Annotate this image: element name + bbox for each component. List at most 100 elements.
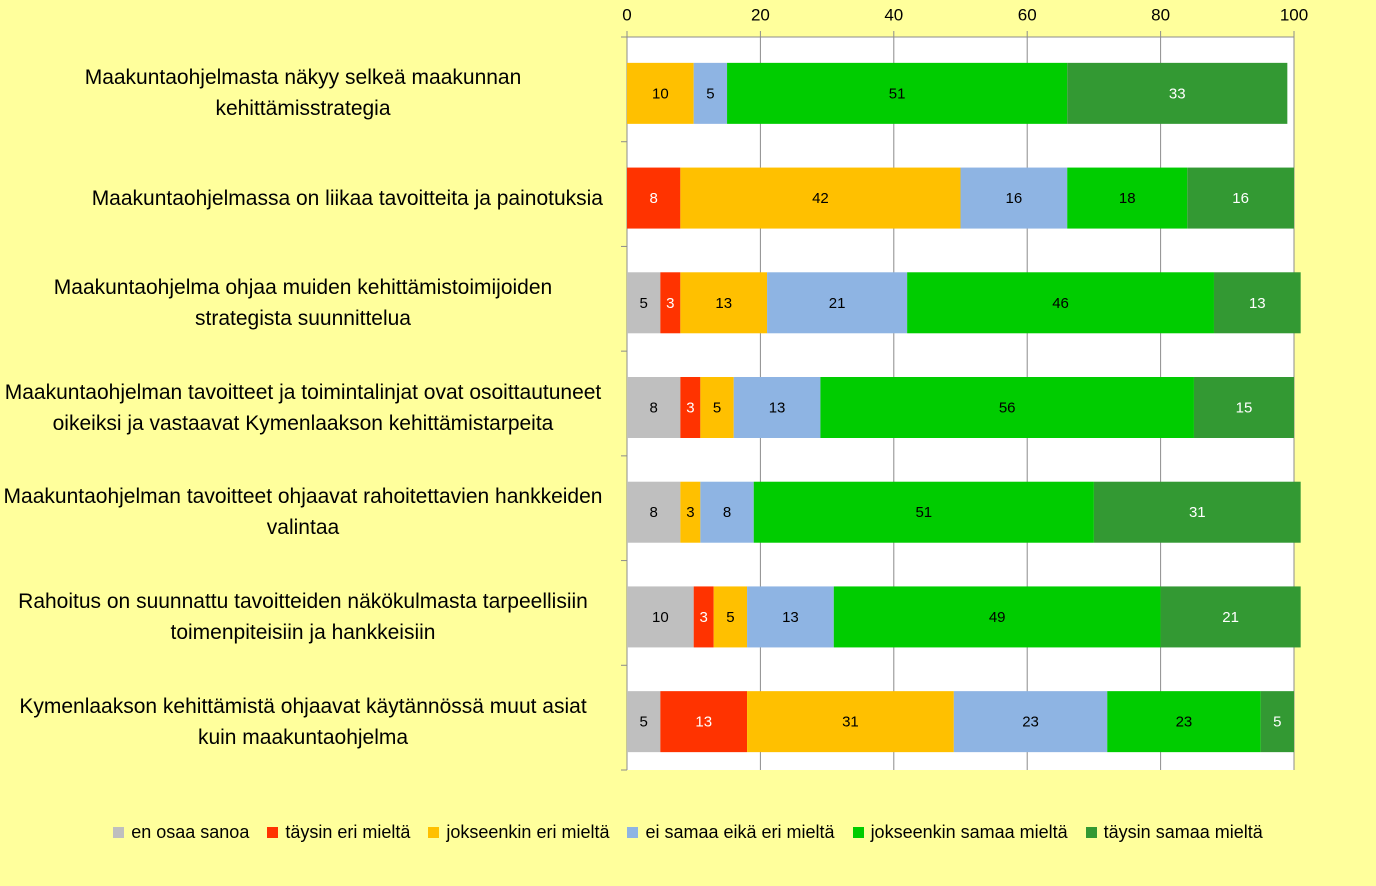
bar-segment bbox=[627, 586, 694, 648]
x-tick-label: 40 bbox=[884, 5, 903, 24]
data-label: 31 bbox=[1189, 504, 1206, 521]
data-label: 13 bbox=[715, 295, 732, 312]
data-label: 10 bbox=[652, 609, 669, 626]
data-label: 42 bbox=[812, 190, 829, 207]
bar-segment bbox=[660, 272, 681, 334]
bar-segment bbox=[680, 481, 701, 543]
legend-label: ei samaa eikä eri mieltä bbox=[645, 822, 835, 842]
data-label: 21 bbox=[1222, 609, 1239, 626]
category-label: Maakuntaohjelmassa on liikaa tavoitteita… bbox=[91, 186, 603, 210]
category-label-box: Kymenlaakson kehittämistä ohjaavat käytä… bbox=[3, 672, 603, 772]
legend: en osaa sanoa täysin eri mieltä jokseenkin… bbox=[0, 822, 1376, 843]
bar-segment bbox=[907, 272, 1214, 334]
bar-segment bbox=[747, 586, 834, 648]
category-label: Kymenlaakson kehittämistä ohjaavat käytä… bbox=[19, 694, 587, 749]
bar-segment bbox=[820, 377, 1194, 438]
category-label: Maakuntaohjelman tavoitteet ohjaavat rah… bbox=[3, 485, 603, 540]
bar-segment bbox=[747, 691, 954, 753]
legend-label: jokseenkin samaa mieltä bbox=[870, 822, 1068, 842]
data-label: 5 bbox=[713, 399, 721, 416]
bar-segment bbox=[733, 377, 821, 438]
bar-segment bbox=[693, 62, 728, 124]
bar-segment bbox=[627, 377, 681, 438]
x-tick-label: 0 bbox=[622, 5, 631, 24]
legend-swatch bbox=[428, 827, 440, 838]
data-label: 16 bbox=[1232, 190, 1249, 207]
bar-segment bbox=[680, 167, 961, 229]
category-label: Maakuntaohjelman tavoitteet ja toimintal… bbox=[4, 380, 602, 435]
data-label: 46 bbox=[1052, 295, 1069, 312]
data-label: 5 bbox=[726, 609, 734, 626]
bar-segment bbox=[1093, 481, 1301, 543]
x-tick-label: 20 bbox=[751, 5, 770, 24]
bar-segment bbox=[627, 62, 694, 124]
legend-item: ei samaa eikä eri mieltä bbox=[627, 822, 835, 843]
bar-segment bbox=[1187, 167, 1294, 229]
data-label: 5 bbox=[1273, 714, 1281, 731]
bar-segment bbox=[660, 691, 748, 753]
category-label-box: Maakuntaohjelma ohjaa muiden kehittämist… bbox=[3, 253, 603, 353]
bar-segment bbox=[680, 377, 701, 438]
legend-swatch bbox=[267, 827, 279, 838]
data-label: 21 bbox=[829, 295, 846, 312]
data-label: 49 bbox=[989, 609, 1006, 626]
bar-segment bbox=[713, 586, 748, 648]
data-label: 33 bbox=[1169, 85, 1186, 102]
data-label: 3 bbox=[666, 295, 674, 312]
data-label: 56 bbox=[999, 399, 1016, 416]
data-label: 13 bbox=[782, 609, 799, 626]
data-label: 5 bbox=[706, 85, 714, 102]
legend-item: jokseenkin eri mieltä bbox=[428, 822, 609, 843]
category-label: Rahoitus on suunnattu tavoitteiden näkök… bbox=[18, 589, 588, 644]
data-label: 18 bbox=[1119, 190, 1136, 207]
data-label: 3 bbox=[686, 504, 694, 521]
category-label-box: Maakuntaohjelmassa on liikaa tavoitteita… bbox=[3, 148, 603, 248]
bar-segment bbox=[833, 586, 1161, 648]
data-label: 10 bbox=[652, 85, 669, 102]
data-label: 51 bbox=[915, 504, 932, 521]
bar-segment bbox=[960, 167, 1068, 229]
data-label: 16 bbox=[1006, 190, 1023, 207]
category-label-box: Maakuntaohjelman tavoitteet ohjaavat rah… bbox=[3, 462, 603, 562]
bar-segment bbox=[700, 377, 734, 438]
data-label: 3 bbox=[700, 609, 708, 626]
legend-swatch bbox=[627, 827, 639, 838]
legend-label: jokseenkin eri mieltä bbox=[446, 822, 610, 842]
bar-segment bbox=[700, 481, 754, 543]
x-tick-label: 60 bbox=[1018, 5, 1037, 24]
bar-segment bbox=[753, 481, 1094, 543]
x-tick-label: 80 bbox=[1151, 5, 1170, 24]
data-label: 8 bbox=[650, 190, 658, 207]
legend-swatch bbox=[113, 827, 125, 838]
data-label: 8 bbox=[650, 399, 658, 416]
data-label: 23 bbox=[1022, 714, 1039, 731]
category-label-box: Maakuntaohjelman tavoitteet ja toimintal… bbox=[3, 358, 603, 458]
data-label: 13 bbox=[769, 399, 786, 416]
bar-segment bbox=[1067, 62, 1288, 124]
legend-swatch bbox=[1085, 827, 1097, 838]
data-label: 3 bbox=[686, 399, 694, 416]
bar-segment bbox=[1107, 691, 1261, 753]
bar-segment bbox=[1193, 377, 1294, 438]
x-tick-label: 100 bbox=[1280, 5, 1308, 24]
bar-segment bbox=[627, 691, 661, 753]
data-label: 5 bbox=[640, 295, 648, 312]
legend-label: täysin samaa mieltä bbox=[1103, 822, 1263, 842]
bar-segment bbox=[627, 167, 681, 229]
bar-segment bbox=[727, 62, 1068, 124]
legend-label: täysin eri mieltä bbox=[285, 822, 411, 842]
legend-item: en osaa sanoa bbox=[113, 822, 249, 843]
data-label: 8 bbox=[650, 504, 658, 521]
bar-segment bbox=[627, 481, 681, 543]
legend-item: täysin eri mieltä bbox=[267, 822, 410, 843]
data-label: 23 bbox=[1176, 714, 1193, 731]
legend-item: jokseenkin samaa mieltä bbox=[852, 822, 1068, 843]
category-label: Maakuntaohjelmasta näkyy selkeä maakunna… bbox=[84, 66, 522, 121]
bar-segment bbox=[627, 272, 661, 334]
bar-segment bbox=[1213, 272, 1301, 334]
legend-swatch bbox=[852, 827, 864, 838]
data-label: 51 bbox=[889, 85, 906, 102]
bar-segment bbox=[1260, 691, 1294, 753]
